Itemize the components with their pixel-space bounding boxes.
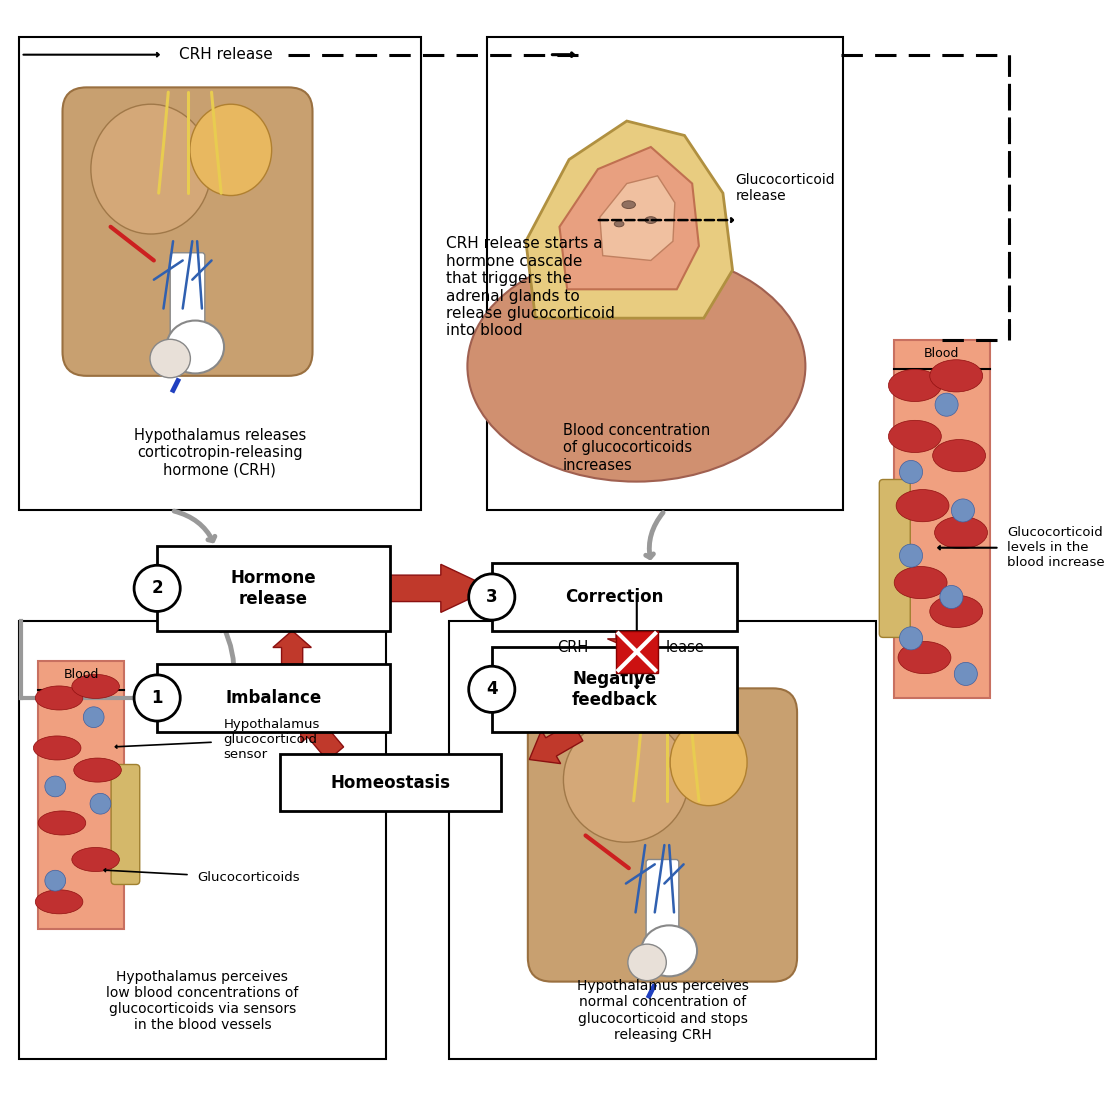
Circle shape [899,461,923,484]
Circle shape [469,574,515,620]
Ellipse shape [71,848,120,872]
Text: Blood: Blood [64,668,99,682]
Text: 4: 4 [486,680,497,698]
Ellipse shape [896,489,949,522]
Ellipse shape [71,674,120,698]
Ellipse shape [190,104,271,196]
Circle shape [469,666,515,712]
Ellipse shape [150,339,190,377]
Text: CRH: CRH [557,640,589,655]
Ellipse shape [34,736,80,760]
FancyBboxPatch shape [487,37,842,511]
Ellipse shape [898,641,951,674]
FancyBboxPatch shape [157,546,390,630]
Ellipse shape [628,944,667,980]
Ellipse shape [614,221,624,226]
Ellipse shape [74,758,122,782]
Text: Glucocorticoids: Glucocorticoids [198,871,300,884]
FancyBboxPatch shape [894,340,990,698]
FancyBboxPatch shape [157,664,390,732]
Circle shape [45,870,66,891]
FancyBboxPatch shape [615,630,658,673]
Circle shape [899,544,923,567]
Ellipse shape [929,360,983,392]
FancyBboxPatch shape [449,621,877,1059]
Circle shape [45,776,66,796]
Circle shape [935,393,958,416]
Text: Hypothalamus releases
corticotropin-releasing
hormone (CRH): Hypothalamus releases corticotropin-rele… [134,428,306,478]
FancyBboxPatch shape [879,479,910,638]
Ellipse shape [933,440,985,472]
Ellipse shape [929,595,983,628]
Text: Glucocorticoid
release: Glucocorticoid release [735,173,836,202]
FancyBboxPatch shape [646,860,679,944]
Text: 3: 3 [486,587,497,606]
Ellipse shape [36,889,83,913]
Text: Hypothalamus
glucocorticoid
sensor: Hypothalamus glucocorticoid sensor [223,718,319,760]
FancyBboxPatch shape [170,253,204,340]
FancyBboxPatch shape [491,563,737,630]
Circle shape [939,585,963,608]
Ellipse shape [641,926,697,976]
Ellipse shape [645,217,657,223]
Text: CRH release starts a
hormone cascade
that triggers the
adrenal glands to
release: CRH release starts a hormone cascade tha… [446,236,614,338]
FancyBboxPatch shape [491,647,737,732]
Text: Blood: Blood [924,347,960,360]
Text: Imbalance: Imbalance [226,689,322,707]
FancyBboxPatch shape [280,754,502,812]
Ellipse shape [166,321,225,373]
Circle shape [90,793,111,814]
Text: 1: 1 [152,689,163,707]
Circle shape [84,707,104,728]
Polygon shape [273,630,312,664]
FancyBboxPatch shape [19,621,386,1059]
Text: lease: lease [666,640,705,655]
Ellipse shape [888,370,942,401]
Ellipse shape [36,686,83,710]
Circle shape [952,499,974,522]
Ellipse shape [888,420,942,453]
Polygon shape [529,722,583,764]
Ellipse shape [670,719,747,805]
Ellipse shape [935,516,987,549]
Text: Hypothalamus perceives
normal concentration of
glucocorticoid and stops
releasin: Hypothalamus perceives normal concentrat… [576,979,748,1041]
FancyBboxPatch shape [19,37,421,511]
Ellipse shape [563,718,688,842]
Polygon shape [560,147,699,289]
Polygon shape [526,121,733,318]
Polygon shape [608,630,646,647]
FancyBboxPatch shape [38,662,124,929]
Ellipse shape [622,201,636,209]
Ellipse shape [895,567,947,598]
Text: Homeostasis: Homeostasis [331,773,451,792]
Text: Correction: Correction [565,587,663,606]
Text: Negative
feedback: Negative feedback [572,670,657,709]
Text: 2: 2 [151,580,163,597]
Polygon shape [299,711,344,760]
Circle shape [954,662,977,686]
Ellipse shape [467,251,805,481]
Text: Hypothalamus perceives
low blood concentrations of
glucocorticoids via sensors
i: Hypothalamus perceives low blood concent… [106,969,298,1032]
Text: CRH release: CRH release [179,47,273,62]
Polygon shape [390,565,491,613]
Text: Blood concentration
of glucocorticoids
increases: Blood concentration of glucocorticoids i… [563,423,710,473]
Circle shape [899,627,923,650]
FancyBboxPatch shape [111,765,140,884]
Text: Glucocorticoid
levels in the
blood increase: Glucocorticoid levels in the blood incre… [1008,526,1105,569]
Ellipse shape [38,811,86,835]
FancyBboxPatch shape [528,688,798,981]
Circle shape [134,566,180,612]
Circle shape [134,675,180,721]
Text: Hormone
release: Hormone release [231,569,316,608]
Ellipse shape [90,104,211,234]
FancyBboxPatch shape [63,88,313,376]
Polygon shape [600,176,675,260]
